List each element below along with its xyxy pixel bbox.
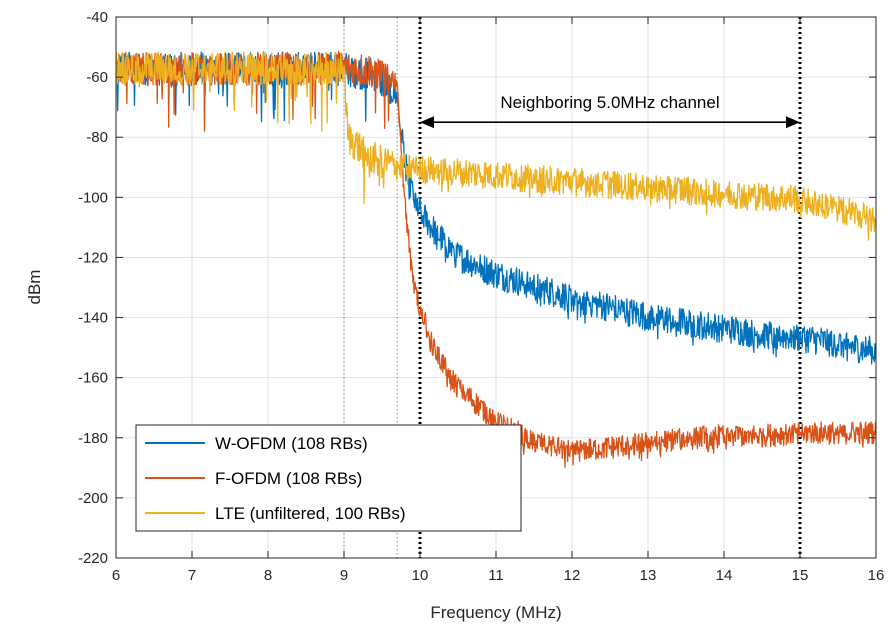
y-tick-label: -200 xyxy=(78,490,108,507)
x-tick-labels: 6 7 8 9 10 11 12 13 14 15 16 xyxy=(112,567,885,584)
legend-label-f-ofdm: F-OFDM (108 RBs) xyxy=(215,469,362,488)
arrow-head-right-icon xyxy=(786,116,800,129)
x-tick-label: 6 xyxy=(112,567,120,584)
x-tick-label: 12 xyxy=(564,567,581,584)
y-tick-label: -100 xyxy=(78,189,108,206)
x-tick-label: 16 xyxy=(868,567,885,584)
y-tick-label: -220 xyxy=(78,550,108,567)
x-tick-label: 11 xyxy=(488,567,504,584)
y-tick-label: -120 xyxy=(78,249,108,266)
series-line-2 xyxy=(115,51,877,241)
y-tick-label: -40 xyxy=(86,9,108,26)
x-tick-label: 14 xyxy=(716,567,733,584)
channel-annotation: Neighboring 5.0MHz channel xyxy=(420,93,800,129)
y-tick-label: -180 xyxy=(78,430,108,447)
y-axis-label: dBm xyxy=(25,270,44,305)
y-tick-label: -160 xyxy=(78,370,108,387)
legend-label-lte: LTE (unfiltered, 100 RBs) xyxy=(215,504,406,523)
axis-ticks xyxy=(115,16,877,559)
x-tick-label: 13 xyxy=(640,567,657,584)
x-tick-label: 10 xyxy=(412,567,429,584)
x-tick-label: 7 xyxy=(188,567,196,584)
series-lines xyxy=(115,50,877,469)
y-tick-labels: -220 -200 -180 -160 -140 -120 -100 -80 -60 -40 xyxy=(78,9,108,567)
arrow-head-left-icon xyxy=(420,116,434,129)
y-tick-label: -140 xyxy=(78,310,108,327)
legend: W-OFDM (108 RBs) F-OFDM (108 RBs) LTE (u… xyxy=(135,424,522,532)
x-tick-label: 15 xyxy=(792,567,809,584)
annotation-label: Neighboring 5.0MHz channel xyxy=(500,93,719,112)
x-axis-label: Frequency (MHz) xyxy=(430,603,561,622)
y-tick-label: -60 xyxy=(86,69,108,86)
y-tick-label: -80 xyxy=(86,129,108,146)
x-tick-label: 8 xyxy=(264,567,272,584)
legend-label-w-ofdm: W-OFDM (108 RBs) xyxy=(215,434,368,453)
x-tick-label: 9 xyxy=(340,567,348,584)
